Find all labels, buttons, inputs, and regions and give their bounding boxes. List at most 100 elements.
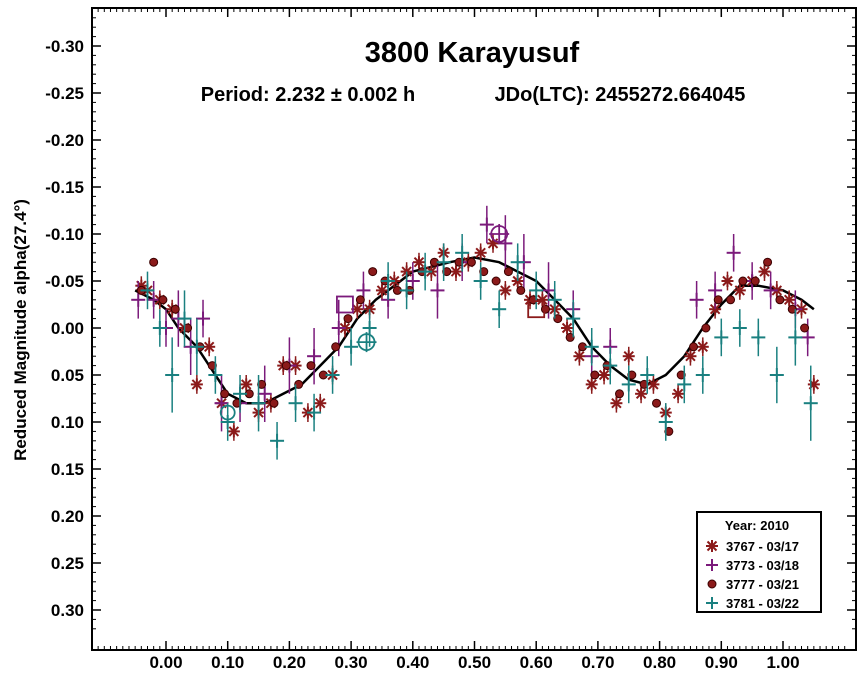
legend-title: Year: 2010 [725, 518, 789, 533]
y-tick-label: -0.15 [45, 178, 84, 197]
dot-marker [639, 379, 649, 389]
plus-marker [146, 292, 161, 307]
plus-marker [220, 415, 235, 429]
plus-marker [288, 396, 303, 411]
asterisk-marker [635, 387, 648, 400]
asterisk-marker [684, 350, 697, 363]
y-tick-label: -0.30 [45, 37, 84, 56]
y-axis-label: Reduced Magnitude alpha(27.4°) [11, 199, 30, 461]
y-tick-label: -0.10 [45, 225, 84, 244]
asterisk-marker [412, 256, 425, 269]
dot-marker [676, 370, 686, 380]
plus-marker [769, 368, 784, 382]
x-tick-label: 0.20 [273, 653, 306, 672]
chart-subtitle-epoch: JDo(LTC): 2455272.664045 [495, 84, 746, 106]
x-tick-label: 0.90 [705, 653, 738, 672]
plus-marker [658, 415, 673, 429]
plus-marker [251, 396, 266, 411]
asterisk-marker [449, 265, 462, 278]
marker-stroke [648, 379, 659, 390]
marker-stroke [598, 369, 610, 381]
marker-stroke [500, 285, 511, 296]
dot-marker [652, 398, 662, 408]
marker-stroke [191, 379, 203, 390]
plus-marker [257, 386, 272, 401]
legend-entry-label: 3777 - 03/21 [726, 577, 799, 592]
plus-marker [706, 597, 718, 609]
dot-marker [170, 304, 180, 314]
dot-marker [775, 295, 785, 305]
plus-marker [307, 349, 322, 364]
marker-stroke [450, 266, 462, 277]
y-tick-label: 0.00 [51, 319, 84, 338]
plus-marker [381, 274, 396, 288]
asterisk-marker [647, 378, 660, 391]
marker-stroke [611, 397, 622, 409]
plus-marker [430, 283, 445, 298]
dot-marker [158, 295, 168, 305]
asterisk-marker [598, 369, 611, 381]
plus-marker [566, 311, 581, 326]
plus-marker [492, 302, 507, 317]
dot-marker [355, 295, 365, 305]
dot-marker [294, 379, 304, 389]
plus-marker [399, 283, 414, 298]
dot-marker [787, 304, 797, 314]
marker-stroke [352, 303, 363, 315]
plus-marker [788, 330, 803, 345]
plus-marker [344, 339, 359, 354]
marker-stroke [706, 540, 718, 552]
dot-marker [149, 257, 159, 267]
dot-marker [707, 579, 717, 589]
asterisk-marker [536, 293, 549, 306]
asterisk-marker [783, 293, 796, 306]
plus-marker [233, 386, 248, 401]
plus-marker [325, 368, 340, 382]
dot-marker [540, 304, 550, 314]
asterisk-marker [474, 246, 487, 259]
legend: Year: 2010 3767 - 03/17 3773 - 03/18 3777 … [696, 511, 822, 613]
dot-marker [281, 361, 291, 371]
chart-subtitle-period: Period: 2.232 ± 0.002 h [201, 84, 415, 106]
dot-marker [614, 389, 624, 399]
x-tick-label: 0.00 [149, 653, 182, 672]
plus-marker [455, 245, 470, 260]
legend-entry-label: 3781 - 03/22 [726, 596, 799, 611]
plus-marker [541, 283, 556, 298]
plus-marker [800, 330, 815, 345]
plus-marker [131, 292, 146, 307]
legend-entry-label: 3767 - 03/17 [726, 539, 799, 554]
dot-marker [220, 389, 230, 399]
dot-marker [516, 285, 526, 295]
dot-marker [442, 267, 452, 277]
y-tick-label: 0.25 [51, 554, 84, 573]
plus-marker [677, 377, 692, 392]
marker-stroke [203, 341, 215, 353]
plus-marker [640, 368, 655, 382]
x-tick-label: 0.80 [643, 653, 676, 672]
plus-marker [405, 274, 420, 288]
asterisk-marker [375, 284, 388, 297]
marker-stroke [672, 388, 684, 400]
dot-marker [664, 426, 674, 436]
marker-stroke [697, 341, 708, 353]
dot-marker [763, 257, 773, 267]
plus-marker [584, 339, 599, 354]
dot-marker [331, 342, 341, 352]
dot-marker [701, 323, 711, 333]
marker-stroke [241, 379, 252, 390]
plus-marker [356, 283, 371, 298]
asterisk-marker [622, 350, 635, 363]
dot-marker [726, 295, 736, 305]
marker-stroke [376, 285, 388, 296]
marker-stroke [623, 350, 634, 362]
plus-marker [803, 396, 818, 411]
plus-marker [695, 368, 710, 382]
dot-marker [343, 314, 353, 324]
dot-marker [479, 267, 489, 277]
marker-stroke [537, 294, 548, 306]
asterisk-marker [733, 284, 746, 297]
plus-marker [547, 292, 562, 307]
marker-stroke [722, 275, 733, 287]
